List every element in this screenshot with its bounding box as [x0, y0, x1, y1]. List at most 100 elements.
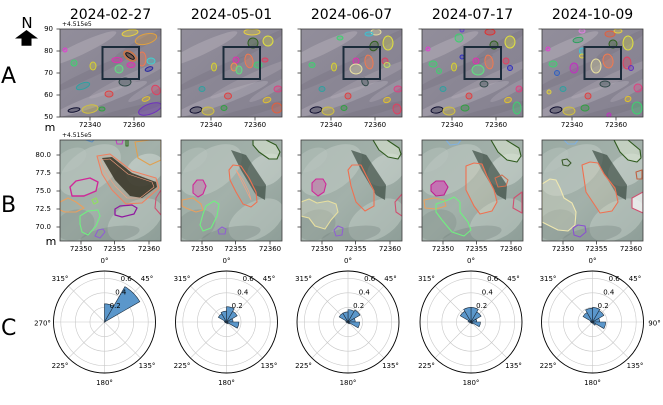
- panel-a-1: 72340 72360: [41, 26, 173, 131]
- feature-outline: [437, 69, 442, 74]
- feature-outline: [127, 63, 135, 68]
- feature-outline: [623, 36, 633, 50]
- feature-outline: [353, 58, 359, 64]
- feature-outline: [579, 29, 585, 33]
- feature-outline: [332, 63, 337, 71]
- radial-label-0.6: 0.6: [364, 275, 376, 283]
- y-tick-label: 90: [44, 25, 53, 33]
- x-tick-label: 72360: [379, 245, 401, 253]
- north-arrow: N: [15, 14, 38, 46]
- satellite-image-overview: [523, 26, 655, 131]
- angle-label-0: 0°: [344, 257, 352, 265]
- angle-label-0: 0°: [223, 257, 231, 265]
- panel-b-5: 72350 72355 72360: [531, 134, 652, 253]
- angle-label-135: 135°: [261, 362, 278, 370]
- feature-outline: [147, 58, 155, 64]
- x-tick-label: 72340: [561, 121, 583, 129]
- feature-outline: [466, 93, 472, 99]
- panel-b-4: 72350 72355 72360: [411, 134, 532, 253]
- radial-label-0.2: 0.2: [476, 302, 487, 310]
- axis-offset-label: +4.515e5: [62, 21, 92, 28]
- rose-plot-2: 0° 45° 135° 180° 225° 315° 0.2 0.4 0.6: [174, 257, 278, 387]
- axis-unit-label: m: [46, 235, 57, 248]
- panel-b-1: 72350 72355 72360: [49, 134, 170, 253]
- angle-label-45: 45°: [263, 275, 275, 283]
- feature-outline: [549, 61, 557, 67]
- radial-label-0.6: 0.6: [121, 275, 133, 283]
- angle-label-180: 180°: [340, 379, 357, 387]
- satellite-image-overview: [403, 26, 535, 131]
- feature-outline: [341, 106, 347, 111]
- y-tick-label: 77.5: [35, 169, 51, 177]
- x-tick-label: 72350: [432, 245, 454, 253]
- x-tick-label: 72340: [79, 121, 101, 129]
- angle-label-225: 225°: [418, 362, 435, 370]
- x-tick-label: 72350: [311, 245, 333, 253]
- x-tick-label: 72355: [344, 245, 366, 253]
- rose-plot-area: [420, 271, 522, 373]
- radial-label-0.2: 0.2: [598, 302, 609, 310]
- feature-outline: [452, 63, 457, 71]
- panel-a-3: 72340 72360: [282, 26, 414, 131]
- north-arrow-icon: [15, 30, 38, 46]
- panel-a-2: 72340 72360: [162, 26, 294, 131]
- satellite-image-zoom: [411, 134, 532, 251]
- row-label-a: A: [1, 64, 16, 89]
- radial-label-0.4: 0.4: [237, 289, 249, 297]
- angle-label-180: 180°: [584, 379, 601, 387]
- feature-outline: [309, 63, 315, 68]
- y-tick-label: 50: [44, 113, 53, 121]
- feature-outline: [394, 86, 402, 92]
- rose-plot-1: 0° 45° 135° 180° 225° 270° 315° 0.2 0.4 …: [34, 257, 155, 387]
- feature-outline: [319, 87, 325, 92]
- x-tick-label: 72360: [244, 121, 266, 129]
- row-b: +4.515e5 m 80.0 77.5 75.0 72.5 70.0 7235…: [35, 132, 652, 253]
- angle-label-135: 135°: [505, 362, 522, 370]
- feature-outline: [472, 65, 484, 75]
- angle-label-45: 45°: [629, 275, 641, 283]
- feature-outline: [212, 63, 217, 71]
- y-tick-label: 75.0: [35, 187, 51, 195]
- feature-outline: [440, 87, 446, 92]
- feature-outline: [614, 29, 622, 33]
- north-label: N: [21, 14, 32, 32]
- feature-outline: [555, 71, 560, 76]
- rose-plot-area: [542, 271, 644, 373]
- feature-outline: [63, 48, 67, 52]
- radial-label-0.2: 0.2: [110, 302, 121, 310]
- feature-outline: [429, 61, 437, 67]
- angle-label-45: 45°: [507, 275, 519, 283]
- feature-outline: [516, 86, 522, 92]
- rose-plot-5: 0° 45° 90° 135° 180° 225° 315° 0.2 0.4 0…: [540, 257, 661, 387]
- feature-outline: [629, 66, 634, 71]
- feature-outline: [570, 63, 578, 73]
- satellite-image-zoom: [531, 134, 652, 251]
- feature-outline: [563, 107, 575, 115]
- feature-outline: [236, 66, 242, 74]
- feature-outline: [480, 81, 488, 87]
- panel-a-4: 72340 72360: [403, 26, 535, 131]
- feature-outline: [632, 102, 642, 114]
- satellite-image-overview: [162, 26, 294, 131]
- feature-outline: [513, 102, 521, 114]
- angle-label-270: 270°: [34, 320, 51, 328]
- feature-outline: [560, 87, 566, 92]
- angle-label-0: 0°: [101, 257, 109, 265]
- radial-label-0.2: 0.2: [232, 302, 243, 310]
- panel-b-3: 72350 72355 72360: [290, 134, 411, 253]
- row-a: +4.515e5 m 90 80 70 60 50 72340 72360 72…: [41, 21, 655, 134]
- feature-outline: [547, 90, 551, 94]
- feature-outline: [605, 31, 615, 37]
- row-c: 0° 45° 135° 180° 225° 270° 315° 0.2 0.4 …: [34, 257, 661, 387]
- satellite-image-overview: [282, 26, 414, 131]
- feature-outline: [337, 36, 343, 40]
- x-tick-label: 72360: [364, 121, 386, 129]
- feature-outline: [262, 58, 268, 62]
- feature-outline: [105, 91, 113, 97]
- angle-label-315: 315°: [52, 275, 69, 283]
- x-tick-label: 72360: [500, 245, 522, 253]
- feature-outline: [460, 55, 464, 59]
- radial-label-0.4: 0.4: [115, 289, 127, 297]
- axis-offset-label: +4.515e5: [62, 132, 92, 139]
- angle-label-45: 45°: [141, 275, 153, 283]
